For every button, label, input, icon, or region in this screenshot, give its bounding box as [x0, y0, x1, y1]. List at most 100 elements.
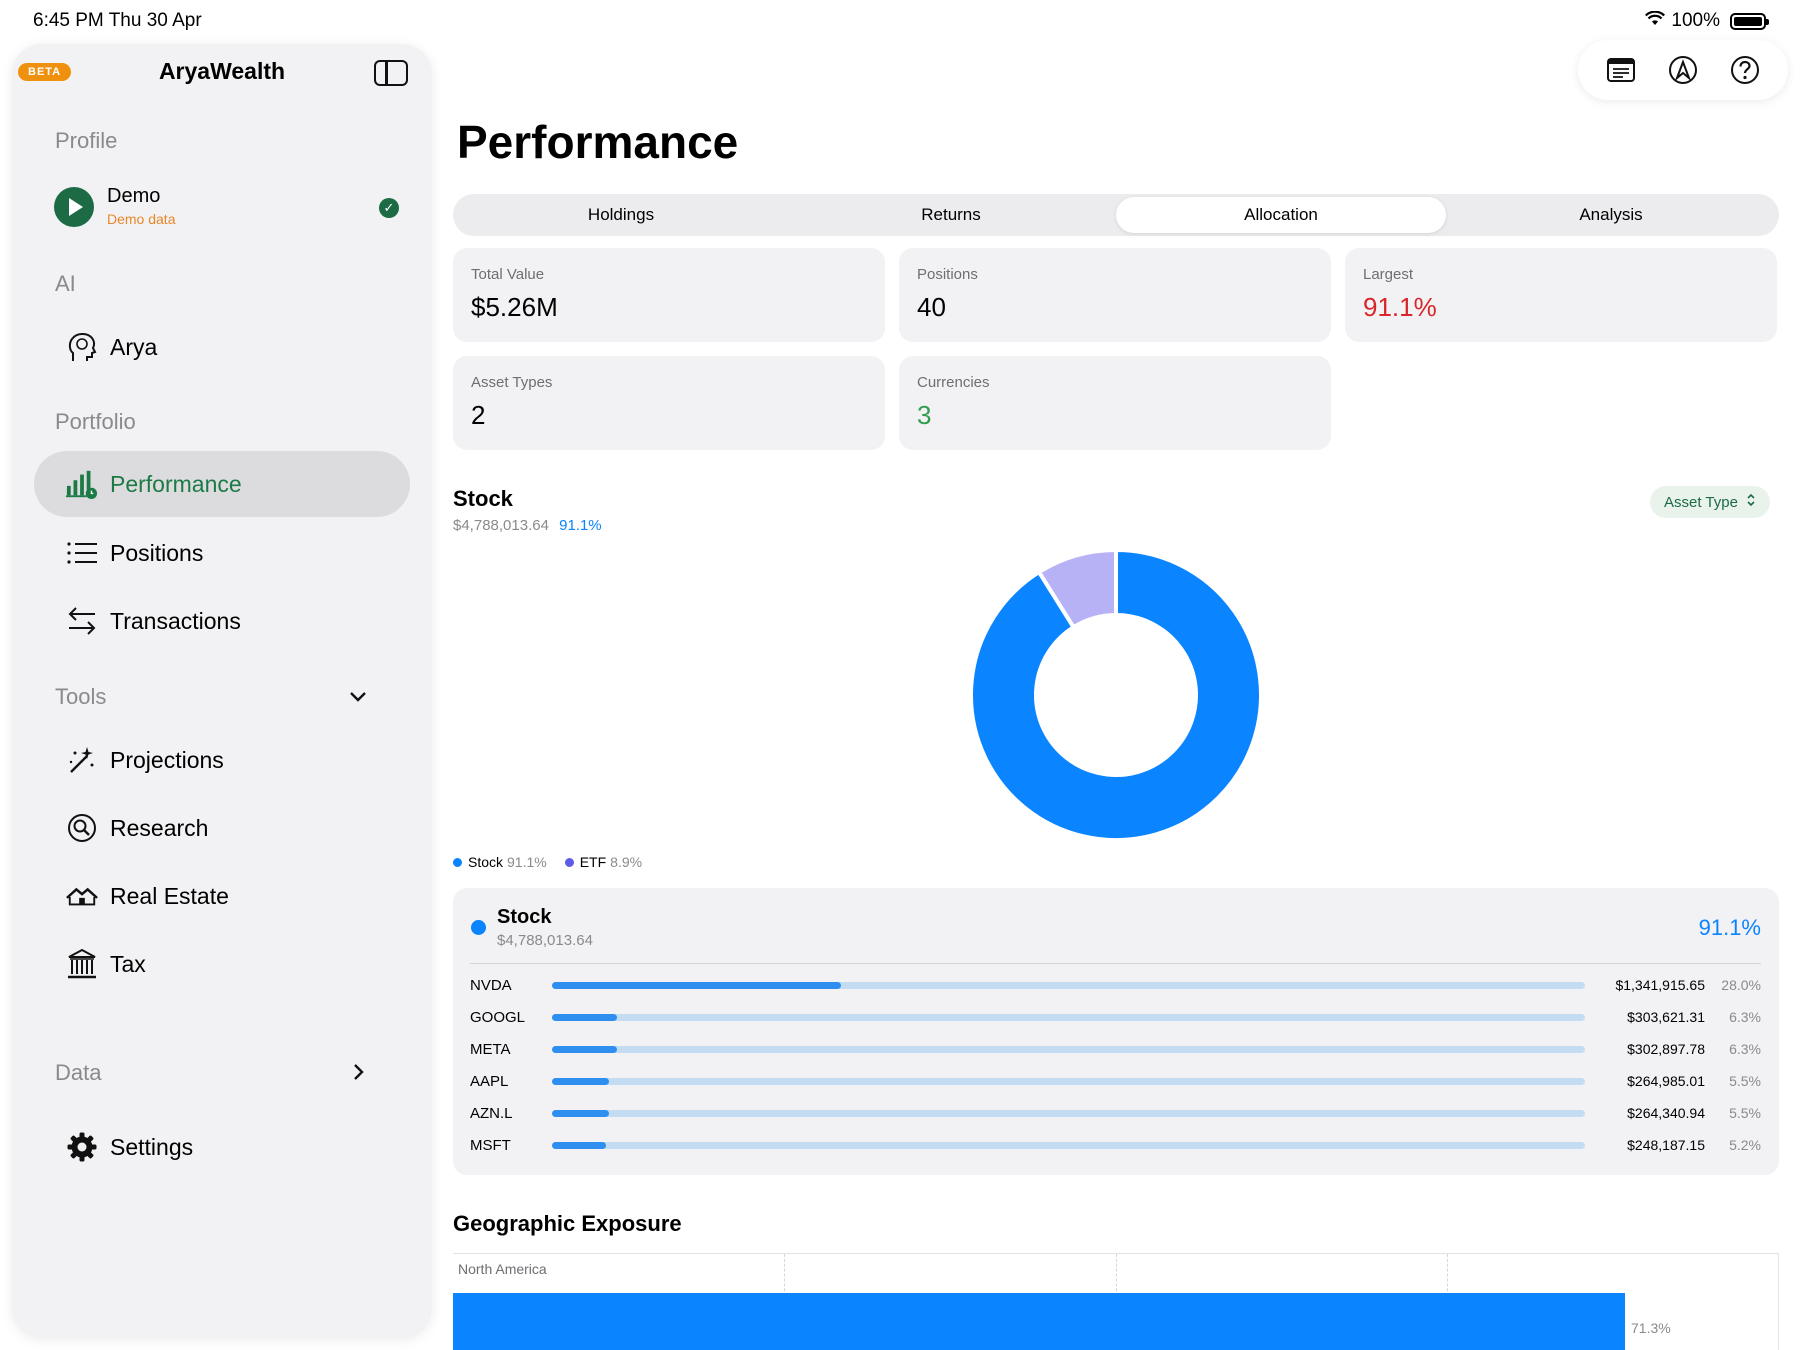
tab-analysis[interactable]: Analysis: [1579, 205, 1643, 224]
houses-icon: [66, 880, 98, 912]
holding-ticker: MSFT: [470, 1136, 511, 1154]
sidebar-item-projections[interactable]: Projections: [34, 727, 410, 793]
divider: [470, 963, 1761, 964]
holding-row[interactable]: MSFT $248,187.15 5.2%: [470, 1134, 1761, 1156]
sidebar-item-tax[interactable]: Tax: [34, 931, 410, 997]
holding-pct: 28.0%: [1721, 977, 1761, 993]
stat-card-asset-types: Asset Types 2: [453, 356, 885, 450]
tab-holdings[interactable]: Holdings: [587, 205, 655, 224]
arrows-swap-icon: [66, 605, 98, 637]
geo-section-title: Geographic Exposure: [453, 1211, 682, 1236]
holding-ticker: AAPL: [470, 1072, 509, 1090]
sidebar-item-label: Arya: [110, 333, 158, 360]
holding-value: $302,897.78: [1627, 1041, 1705, 1057]
tab-returns[interactable]: Returns: [921, 205, 981, 224]
sidebar-item-label: Real Estate: [110, 882, 229, 909]
battery-percent: 100%: [1671, 10, 1720, 31]
holding-bar-track: [552, 1109, 1585, 1117]
legend-dot: [453, 858, 462, 867]
holding-bar-track: [552, 1077, 1585, 1085]
selected-slice-pct: 91.1%: [559, 517, 602, 534]
holding-bar-fill: [552, 981, 842, 989]
sidebar-toggle-icon[interactable]: [374, 60, 408, 86]
data-section-header[interactable]: Data: [55, 1060, 405, 1086]
top-toolbar: [1578, 40, 1788, 100]
stat-value: 91.1%: [1363, 292, 1437, 322]
sidebar-item-arya[interactable]: Arya: [34, 314, 410, 380]
holding-bar-fill: [552, 1109, 609, 1117]
profile-subtitle: Demo data: [107, 211, 176, 227]
breakdown-pct: 91.1%: [1698, 915, 1761, 940]
donut-slice-etf[interactable]: [1036, 548, 1118, 630]
breakdown-title: Stock: [497, 906, 552, 928]
sidebar-item-label: Transactions: [110, 607, 241, 634]
wifi-icon: [1645, 10, 1666, 32]
list-icon: [66, 537, 98, 569]
status-time: 6:45 PM Thu 30 Apr: [33, 10, 202, 31]
tab-allocation[interactable]: Allocation: [1116, 197, 1446, 233]
sidebar-item-settings[interactable]: Settings: [34, 1114, 410, 1180]
allocation-donut-chart[interactable]: [969, 548, 1263, 842]
chevron-up-down-icon: [1742, 493, 1756, 511]
holding-pct: 6.3%: [1729, 1041, 1761, 1057]
stat-label: Positions: [917, 266, 978, 283]
stat-value: 3: [917, 400, 932, 430]
stat-card-currencies: Currencies 3: [899, 356, 1331, 450]
holding-row[interactable]: AAPL $264,985.01 5.5%: [470, 1070, 1761, 1092]
bank-icon: [66, 948, 98, 980]
compass-a-icon[interactable]: [1667, 54, 1699, 86]
brain-head-icon: [66, 331, 98, 363]
status-indicators: 100%: [1645, 10, 1769, 32]
category-dot: [471, 920, 486, 935]
battery-icon: [1730, 12, 1769, 30]
sidebar-item-transactions[interactable]: Transactions: [34, 588, 410, 654]
holding-row[interactable]: GOOGL $303,621.31 6.3%: [470, 1006, 1761, 1028]
legend-name: ETF: [579, 854, 607, 870]
holding-pct: 5.5%: [1729, 1105, 1761, 1121]
asset-type-picker[interactable]: Asset Type: [1650, 486, 1771, 518]
holding-pct: 6.3%: [1729, 1009, 1761, 1025]
legend-pct: 8.9%: [610, 854, 643, 870]
holding-ticker: NVDA: [470, 976, 512, 994]
sidebar-item-real-estate[interactable]: Real Estate: [34, 863, 410, 929]
donut-slice-stock[interactable]: [969, 548, 1263, 842]
play-icon: [54, 187, 94, 227]
holding-value: $264,340.94: [1627, 1105, 1705, 1121]
holding-row[interactable]: NVDA $1,341,915.65 28.0%: [470, 974, 1761, 996]
holding-bar-track: [552, 1045, 1585, 1053]
sidebar-item-positions[interactable]: Positions: [34, 520, 410, 586]
geo-region-pct: 71.3%: [1631, 1320, 1671, 1336]
tools-section-header[interactable]: Tools: [55, 684, 405, 710]
section-label-data: Data: [55, 1060, 102, 1085]
gear-icon: [66, 1131, 98, 1163]
holding-row[interactable]: META $302,897.78 6.3%: [470, 1038, 1761, 1060]
sidebar-item-label: Positions: [110, 539, 204, 566]
holding-value: $303,621.31: [1627, 1009, 1705, 1025]
stat-label: Total Value: [471, 266, 545, 283]
help-icon[interactable]: [1729, 54, 1761, 86]
holding-bar-fill: [552, 1077, 609, 1085]
chevron-right-icon: [349, 1060, 367, 1090]
sidebar-item-research[interactable]: Research: [34, 795, 410, 861]
breakdown-amount: $4,788,013.64: [497, 932, 593, 949]
profile-item-demo[interactable]: Demo Demo data ✓: [54, 184, 404, 234]
section-label-profile: Profile: [55, 128, 118, 153]
sidebar-item-label: Projections: [110, 746, 224, 773]
holding-value: $248,187.15: [1627, 1137, 1705, 1153]
sidebar-item-label: Tax: [110, 950, 146, 977]
notes-icon[interactable]: [1605, 54, 1637, 86]
legend-pct: 91.1%: [507, 854, 547, 870]
holding-pct: 5.5%: [1729, 1073, 1761, 1089]
sidebar-item-performance[interactable]: Performance: [34, 451, 410, 517]
holding-bar-fill: [552, 1045, 618, 1053]
selected-slice-title: Stock: [453, 486, 513, 511]
holding-ticker: META: [470, 1040, 511, 1058]
section-label-portfolio: Portfolio: [55, 409, 136, 434]
holding-bar-track: [552, 1141, 1585, 1149]
holding-row[interactable]: AZN.L $264,340.94 5.5%: [470, 1102, 1761, 1124]
chart-legend: Stock 91.1% ETF 8.9%: [453, 854, 642, 870]
sidebar: BETA AryaWealth Profile Demo Demo data ✓…: [12, 44, 432, 1338]
geo-bar-north-america[interactable]: [453, 1293, 1625, 1350]
app-title: AryaWealth: [158, 58, 286, 84]
holding-bar-fill: [552, 1013, 618, 1021]
